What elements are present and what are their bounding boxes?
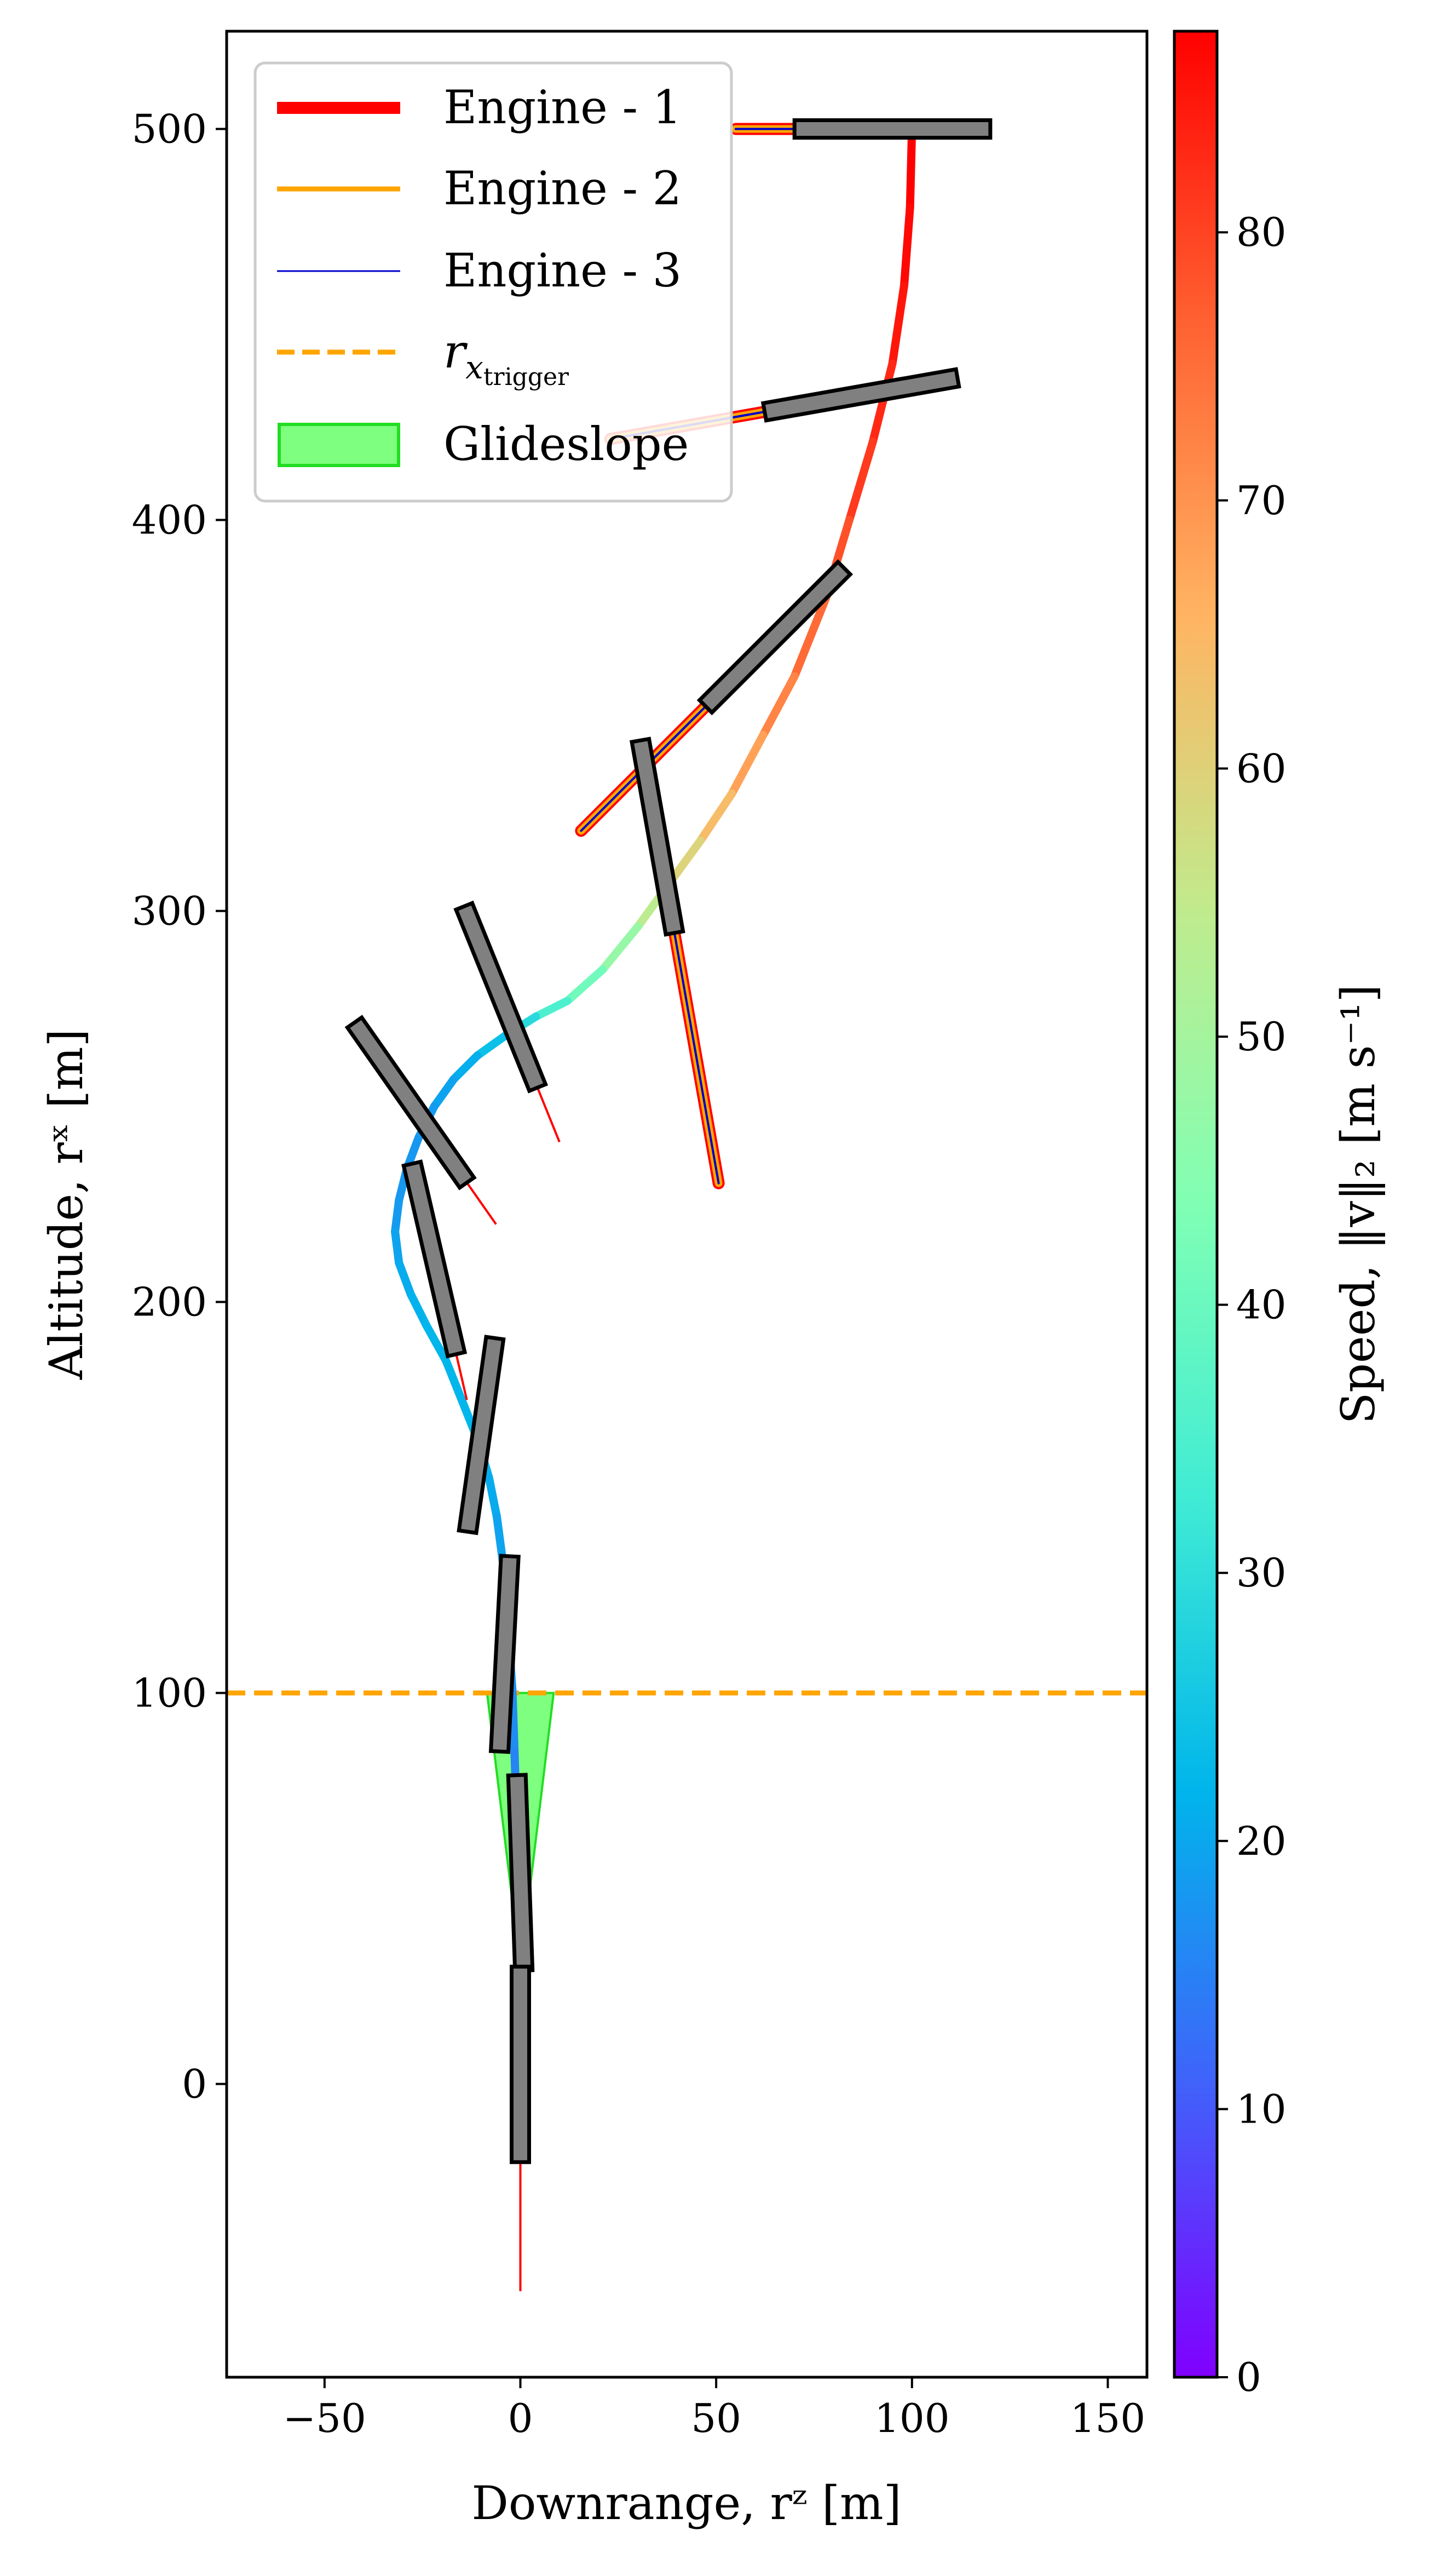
- trajectory-segment: [430, 1075, 458, 1111]
- trajectory-segment: [473, 1032, 509, 1060]
- thrust-plume: [466, 1182, 497, 1225]
- vehicle-body: [344, 1015, 477, 1191]
- trajectory-segment: [598, 922, 642, 974]
- colorbar-tick-label: 0: [1236, 2354, 1261, 2400]
- y-axis-label: Altitude, rˣ [m]: [39, 1029, 93, 1381]
- plot-frame: [225, 30, 1149, 2379]
- vehicle-body: [629, 737, 685, 937]
- vehicle-body: [696, 559, 854, 716]
- trajectory-segment: [906, 125, 916, 211]
- thrust-plume-inner: [673, 932, 720, 1185]
- trajectory-segment: [391, 1227, 403, 1267]
- legend-label-trigger-main: r: [443, 325, 468, 378]
- trajectory-segment: [563, 965, 607, 1005]
- colorbar-tick-label: 60: [1236, 745, 1287, 791]
- trajectory-segment: [728, 731, 768, 798]
- colorbar-label: Speed, ‖v‖₂ [m s⁻¹]: [1331, 985, 1385, 1424]
- trajectory-segment: [532, 997, 572, 1021]
- trajectory-segment: [391, 1196, 403, 1236]
- legend-label-engine-1: Engine - 1: [443, 81, 682, 134]
- colorbar-tick-label: 10: [1236, 2086, 1287, 2132]
- x-tick-label: 100: [874, 2395, 949, 2441]
- colorbar-ticks: 0 10 20 30 40 50 60 70 80: [1217, 209, 1287, 2400]
- legend-label-trigger: rxtrigger: [443, 325, 569, 391]
- vehicle-body: [792, 118, 993, 140]
- vehicle-body: [401, 1159, 468, 1359]
- legend: Engine - 1 Engine - 2 Engine - 3 rxtrigg…: [253, 61, 733, 503]
- x-axis-ticks: −50 0 50 100 150: [283, 2377, 1145, 2441]
- legend-swatch-glideslope: [278, 423, 400, 467]
- thrust-plume: [536, 1087, 561, 1143]
- x-tick-label: 0: [508, 2395, 533, 2441]
- colorbar-tick-label: 80: [1236, 209, 1287, 255]
- y-axis-ticks: 0 100 200 300 400 500: [132, 106, 227, 2107]
- vehicle-body: [453, 900, 549, 1094]
- y-tick-label: 300: [132, 888, 207, 934]
- colorbar-tick-label: 50: [1236, 1014, 1287, 1060]
- y-tick-label: 200: [132, 1279, 207, 1325]
- vehicle-body: [488, 1554, 521, 1754]
- colorbar-tick-label: 70: [1236, 478, 1287, 524]
- trajectory-segment: [485, 1474, 501, 1521]
- trajectory-segment: [845, 438, 877, 524]
- legend-frame: [253, 61, 733, 503]
- trajectory-segment: [508, 1689, 519, 1756]
- trajectory-segment: [449, 1051, 482, 1084]
- x-axis-label: Downrange, rᶻ [m]: [472, 2476, 902, 2530]
- trajectory-segment: [888, 281, 909, 368]
- trajectory-segment: [395, 1258, 415, 1298]
- x-tick-label: 150: [1070, 2395, 1145, 2441]
- trajectory-segment: [790, 594, 830, 681]
- trajectory-segment: [696, 789, 736, 845]
- colorbar: 0 10 20 30 40 50 60 70 80 Speed, ‖v‖₂ [m s⁻¹]: [1173, 30, 1385, 2400]
- vehicle-body: [509, 1964, 531, 2164]
- y-tick-label: 100: [132, 1670, 207, 1716]
- x-tick-label: −50: [283, 2395, 366, 2441]
- colorbar-tick-label: 20: [1236, 1818, 1287, 1864]
- trajectory-segment: [442, 1356, 466, 1404]
- trajectory-segment: [422, 1321, 451, 1365]
- trajectory-segment: [406, 1290, 431, 1330]
- colorbar-gradient: [1173, 30, 1219, 2379]
- colorbar-tick-label: 40: [1236, 1282, 1287, 1328]
- vehicle-body: [457, 1335, 506, 1536]
- trajectory-segment: [868, 359, 897, 446]
- y-tick-label: 500: [132, 106, 207, 152]
- legend-label-trigger-sub: x: [465, 349, 483, 386]
- legend-label-glideslope: Glideslope: [443, 417, 689, 471]
- legend-label-engine-2: Engine - 2: [443, 162, 682, 215]
- colorbar-tick-label: 30: [1236, 1550, 1287, 1596]
- legend-label-trigger-subsub: trigger: [483, 363, 569, 391]
- thrust-plume: [455, 1354, 468, 1400]
- vehicle-body: [760, 367, 961, 423]
- trajectory-segment: [900, 203, 914, 290]
- y-tick-label: 0: [182, 2061, 207, 2107]
- x-tick-label: 50: [691, 2395, 741, 2441]
- y-tick-label: 400: [132, 497, 207, 543]
- legend-label-engine-3: Engine - 3: [443, 244, 682, 297]
- trajectory-segment: [759, 672, 799, 739]
